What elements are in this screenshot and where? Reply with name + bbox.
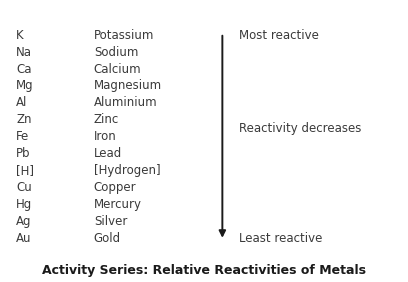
Text: Least reactive: Least reactive [239,232,322,245]
Text: Sodium: Sodium [94,46,138,59]
Text: Mg: Mg [16,80,34,92]
Text: K: K [16,29,24,42]
Text: Zn: Zn [16,113,32,126]
Text: Potassium: Potassium [94,29,154,42]
Text: Calcium: Calcium [94,63,142,76]
Text: Reactivity decreases: Reactivity decreases [239,122,361,135]
Text: Aluminium: Aluminium [94,96,157,109]
Text: Pb: Pb [16,147,31,160]
Text: Al: Al [16,96,28,109]
Text: Au: Au [16,232,32,245]
Text: Gold: Gold [94,232,121,245]
Text: Most reactive: Most reactive [239,29,319,42]
Text: [H]: [H] [16,164,34,177]
Text: Cu: Cu [16,181,32,194]
Text: Lead: Lead [94,147,122,160]
Text: Silver: Silver [94,215,127,228]
Text: Mercury: Mercury [94,198,142,211]
Text: Zinc: Zinc [94,113,119,126]
Text: Iron: Iron [94,130,117,143]
Text: Magnesium: Magnesium [94,80,162,92]
Text: Ca: Ca [16,63,32,76]
Text: Hg: Hg [16,198,33,211]
Text: Copper: Copper [94,181,136,194]
Text: Fe: Fe [16,130,29,143]
Text: Na: Na [16,46,32,59]
Text: Activity Series: Relative Reactivities of Metals: Activity Series: Relative Reactivities o… [42,264,366,277]
Text: [Hydrogen]: [Hydrogen] [94,164,160,177]
Text: Ag: Ag [16,215,32,228]
